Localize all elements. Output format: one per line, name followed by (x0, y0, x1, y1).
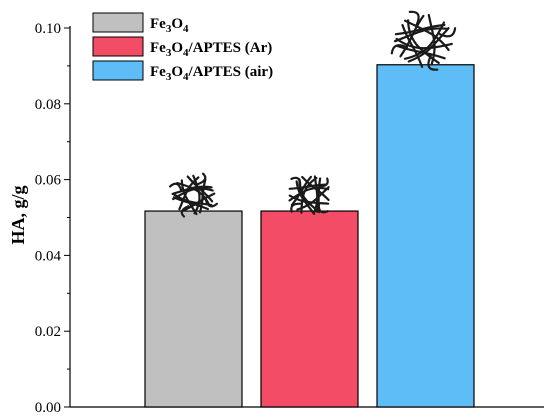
fiber-strand (390, 44, 409, 55)
legend-label: Fe3O4 (150, 16, 189, 35)
fiber-strand (192, 174, 201, 215)
fiber-strand (204, 198, 218, 208)
fiber-strand (399, 14, 425, 58)
fiber-strand (295, 180, 316, 215)
y-tick-label: 0.10 (35, 21, 61, 37)
fiber-strand (427, 54, 439, 71)
fiber-strand (288, 183, 327, 190)
legend-swatch (92, 12, 144, 33)
legend-label: Fe3O4/APTES (air) (150, 64, 273, 83)
legend-item: Fe3O4/APTES (air) (92, 60, 273, 83)
y-tick-label: 0.00 (35, 400, 61, 416)
fiber-strand (197, 172, 207, 185)
fiber-strand (172, 196, 209, 211)
fiber-strand (394, 23, 446, 36)
fiber-strand (186, 175, 214, 203)
fiber-strand (198, 178, 207, 214)
fiber-strand (288, 186, 330, 202)
fiber-strand (316, 177, 322, 213)
bar-fe3o4-aptes-air (376, 64, 475, 408)
fiber-tangle-icon (169, 172, 218, 218)
fiber-strand (438, 27, 457, 38)
bar-fe3o4-aptes-ar (260, 210, 359, 408)
legend-swatch (92, 36, 144, 57)
legend-label: Fe3O4/APTES (Ar) (150, 40, 272, 59)
y-tick-label: 0.06 (35, 173, 62, 189)
y-axis-title: HA, g/g (8, 185, 28, 244)
fiber-strand (182, 192, 216, 212)
fiber-strand (180, 205, 190, 218)
fiber-strand (169, 182, 183, 192)
fiber-strand (290, 176, 302, 188)
fiber-strand (317, 202, 329, 214)
fiber-strand (317, 177, 329, 188)
fiber-strand (427, 13, 436, 66)
fiber-strand (171, 185, 213, 195)
y-tick-label: 0.04 (35, 248, 62, 264)
y-tick-label: 0.08 (35, 97, 61, 113)
legend-item: Fe3O4 (92, 12, 189, 35)
fiber-strand (290, 202, 302, 213)
legend-swatch (92, 60, 144, 81)
fiber-strand (401, 24, 424, 68)
fiber-strand (290, 175, 312, 207)
legend: Fe3O4 Fe3O4/APTES (Ar) Fe3O4/APTES (air) (92, 12, 273, 83)
fiber-annotations (169, 10, 457, 218)
fiber-tangle-icon (288, 175, 330, 215)
fiber-strand (407, 19, 440, 64)
fiber-strand (393, 27, 449, 43)
fiber-tangle-icon (390, 10, 457, 71)
fiber-strand (408, 10, 420, 27)
legend-item: Fe3O4/APTES (Ar) (92, 36, 272, 59)
bars (144, 64, 475, 408)
fiber-strand (396, 44, 446, 60)
y-tick-label: 0.02 (35, 324, 61, 340)
fiber-strand (407, 27, 450, 63)
fiber-strand (301, 175, 330, 202)
bar-fe3o4 (144, 210, 243, 408)
